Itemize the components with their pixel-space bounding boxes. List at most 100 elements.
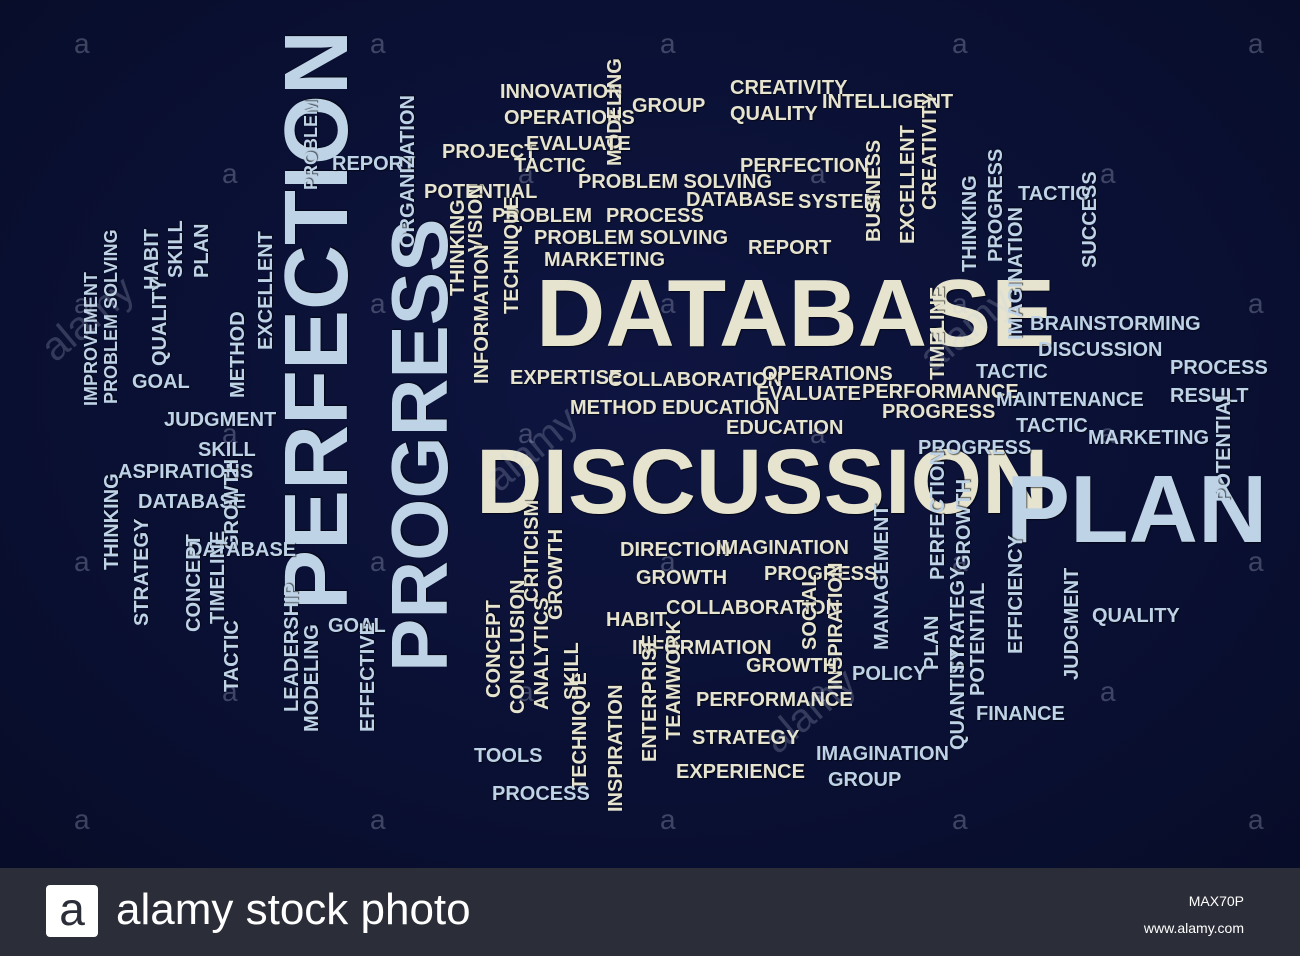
cloud-word: MAINTENANCE <box>996 389 1144 411</box>
cloud-word: GROWTH <box>746 655 838 677</box>
cloud-word: PROBLEM SOLVING <box>578 171 773 193</box>
footer-bar <box>0 868 1300 956</box>
cloud-word: DATABASE <box>686 189 795 211</box>
watermark-glyph: a <box>222 676 238 707</box>
cloud-word: SOCIAL <box>799 574 821 650</box>
word-cloud: DATABASE DISCUSSION PLAN PERFECTION PROGRESS… <box>0 0 1300 868</box>
cloud-word: PERFECTION <box>927 451 949 580</box>
cloud-word: TACTIC <box>976 361 1048 383</box>
cloud-word: CONCEPT <box>183 534 205 632</box>
cloud-word: REPORT <box>332 153 416 175</box>
cloud-word: COLLABORATION <box>666 597 841 619</box>
watermark-glyph: a <box>660 546 676 577</box>
cloud-word: SKILL <box>165 220 187 278</box>
cloud-word: POTENTIAL <box>967 582 989 696</box>
cloud-word: EVALUATE <box>756 383 861 405</box>
cloud-word: PROBLEM <box>301 100 321 190</box>
cloud-word: REPORT <box>748 237 832 259</box>
cloud-word: IMAGINATION <box>716 537 849 559</box>
cloud-word: CONCEPT <box>483 600 505 698</box>
watermark-glyph: a <box>222 158 238 189</box>
cloud-word: TOOLS <box>474 745 543 767</box>
cloud-word: MARKETING <box>1088 427 1210 449</box>
watermark-glyph: a <box>518 676 534 707</box>
cloud-word: EXCELLENT <box>897 125 919 244</box>
cloud-word: GROUP <box>828 769 902 791</box>
cloud-word: OPERATIONS <box>504 107 635 129</box>
cloud-word: ORGANIZATION <box>397 95 419 248</box>
cloud-word: LEADERSHIP <box>281 583 303 712</box>
watermark-glyph: a <box>952 546 968 577</box>
cloud-word: PLAN <box>1006 456 1268 563</box>
watermark-glyph: a <box>1248 28 1264 59</box>
cloud-word: FINANCE <box>976 703 1065 725</box>
cloud-word: THINKING <box>959 175 981 272</box>
cloud-word: JUDGMENT <box>164 409 277 431</box>
cloud-word: PROGRESS <box>918 437 1032 459</box>
cloud-word: INNOVATION <box>500 81 623 103</box>
cloud-word: PERFECTION <box>740 155 869 177</box>
cloud-word: MODELING <box>301 624 323 732</box>
watermark-glyph: a <box>660 804 676 835</box>
cloud-word: GOAL <box>328 615 386 637</box>
cloud-word: EVALUATE <box>526 133 631 155</box>
brand-name: alamy stock photo <box>116 885 471 934</box>
cloud-word: EDUCATION <box>662 397 780 419</box>
cloud-word: OPERATIONS <box>762 363 893 385</box>
image-id: MAX70P <box>1188 893 1244 909</box>
cloud-word: CREATIVITY <box>730 77 848 99</box>
watermark-glyph: a <box>952 28 968 59</box>
cloud-word: QUALITY <box>149 278 171 366</box>
cloud-word: TACTIC <box>1018 183 1090 205</box>
cloud-word: ANALYTICS <box>531 597 553 710</box>
cloud-word: EXPERTISE <box>510 367 623 389</box>
cloud-word: PROCESS <box>1170 357 1268 379</box>
cloud-word: INFORMATION <box>471 244 493 384</box>
cloud-word: SKILL <box>198 439 256 461</box>
cloud-word: JUDGMENT <box>1061 567 1083 680</box>
cloud-word: GOAL <box>132 371 190 393</box>
cloud-word: POLICY <box>852 663 927 685</box>
cloud-word: METHOD <box>570 397 657 419</box>
cloud-word: SYSTEM <box>798 191 881 213</box>
watermark-glyph: a <box>810 158 826 189</box>
cloud-word: DIRECTION <box>620 539 730 561</box>
cloud-word: EXPERIENCE <box>676 761 805 783</box>
cloud-word: HABIT <box>606 609 668 631</box>
cloud-word: PLAN <box>191 223 213 278</box>
cloud-word: GROUP <box>632 95 706 117</box>
cloud-word: EXCELLENT <box>255 231 277 350</box>
cloud-word: CREATIVITY <box>919 92 941 210</box>
cloud-word: PROGRESS <box>985 148 1007 262</box>
cloud-word: TACTIC <box>514 155 586 177</box>
cloud-word: PROCESS <box>492 783 590 805</box>
watermark-glyph: a <box>74 546 90 577</box>
cloud-word: ASPIRATIONS <box>118 461 254 483</box>
cloud-word: QUALITY <box>1092 605 1180 627</box>
cloud-word: EFFICIENCY <box>1005 535 1027 654</box>
cloud-word: GROWTH <box>636 567 728 589</box>
cloud-word: INFORMATION <box>632 637 772 659</box>
cloud-word: MANAGEMENT <box>871 504 893 650</box>
watermark-glyph: a <box>74 288 90 319</box>
cloud-word: PERFORMANCE <box>862 381 1019 403</box>
cloud-word: MARKETING <box>544 249 666 271</box>
cloud-word: SUCCESS <box>1079 171 1101 268</box>
watermark-glyph: a <box>1248 804 1264 835</box>
site-url: www.alamy.com <box>1143 920 1244 936</box>
cloud-word: BRAINSTORMING <box>1030 313 1201 335</box>
watermark-glyph: a <box>810 676 826 707</box>
cloud-word: INSPIRATION <box>605 684 627 812</box>
cloud-word: EDUCATION <box>726 417 844 439</box>
watermark-glyph: a <box>74 28 90 59</box>
cloud-word: DATABASE <box>188 539 297 561</box>
cloud-word: PROBLEM <box>492 205 592 227</box>
watermark-glyph: a <box>1100 418 1116 449</box>
cloud-word: TECHNIQUE <box>569 672 591 790</box>
cloud-word: DATABASE <box>138 491 247 513</box>
cloud-word: DISCUSSION <box>476 431 1049 533</box>
watermark-glyph: a <box>370 28 386 59</box>
watermark-glyph: a <box>370 804 386 835</box>
cloud-word: PLAN <box>921 615 943 670</box>
watermark-glyph: a <box>660 288 676 319</box>
